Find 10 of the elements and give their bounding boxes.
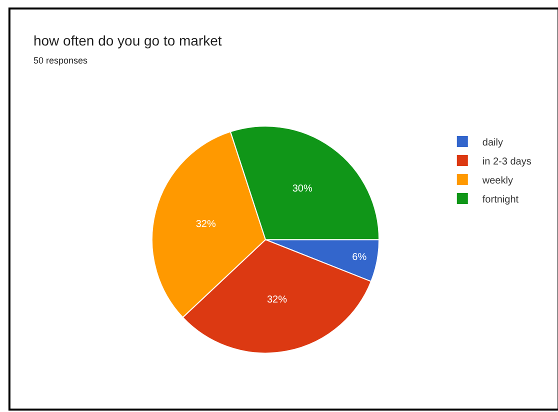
text: 50 responses	[33, 56, 88, 66]
legend-label: in 2-3 days	[482, 156, 532, 168]
data-label: 6%	[352, 252, 367, 264]
data-label: 32%	[266, 294, 288, 306]
chart-title: how often do you go to market	[33, 32, 222, 48]
legend-label: fortnight	[482, 194, 519, 206]
data-label: 32%	[196, 218, 216, 230]
legend-label: weekly	[481, 175, 513, 186]
legend-label: daily	[482, 137, 503, 148]
data-label: 30%	[292, 183, 312, 194]
